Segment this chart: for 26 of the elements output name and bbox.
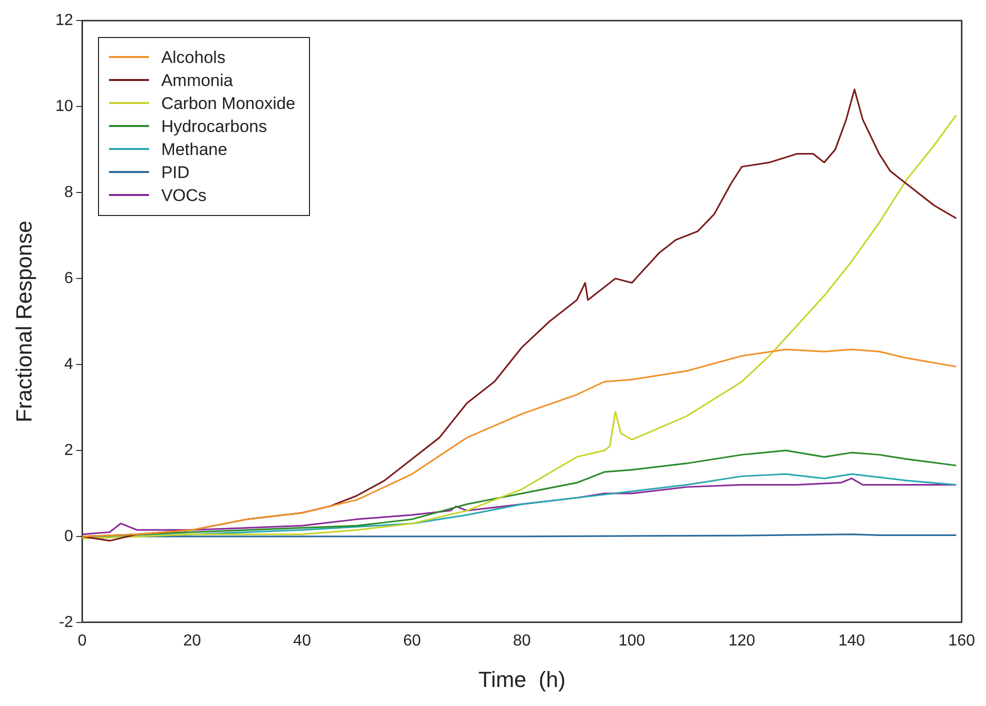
y-tick-label: 2 bbox=[64, 442, 74, 459]
y-tick-label: 0 bbox=[64, 528, 74, 545]
y-tick-label: 8 bbox=[64, 184, 74, 201]
x-tick-label: 20 bbox=[183, 632, 202, 650]
legend-label: Ammonia bbox=[161, 70, 233, 92]
legend-label: Alcohols bbox=[161, 46, 226, 69]
legend-label: Hydrocarbons bbox=[161, 116, 268, 138]
x-tick-label: 80 bbox=[513, 632, 531, 650]
x-tick-label: 40 bbox=[293, 632, 312, 650]
x-axis-title: Time (h) bbox=[478, 666, 566, 692]
x-tick-label: 120 bbox=[728, 632, 756, 650]
y-tick-label: -2 bbox=[58, 614, 74, 631]
y-tick-label: 4 bbox=[64, 356, 74, 373]
x-tick-label: 140 bbox=[838, 632, 866, 650]
legend-label: Methane bbox=[161, 138, 228, 161]
y-tick-label: 6 bbox=[64, 270, 74, 287]
y-tick-label: 12 bbox=[55, 12, 74, 30]
legend-label: PID bbox=[161, 162, 190, 184]
x-tick-label: 160 bbox=[948, 632, 976, 650]
x-tick-label: 100 bbox=[618, 632, 646, 650]
x-tick-label: 60 bbox=[403, 632, 421, 650]
y-tick-label: 10 bbox=[55, 98, 74, 115]
legend-label: VOCs bbox=[161, 184, 207, 207]
x-tick-label: 0 bbox=[78, 632, 87, 650]
y-axis-title: Fractional Response bbox=[11, 220, 36, 422]
legend-label: Carbon Monoxide bbox=[161, 92, 296, 115]
